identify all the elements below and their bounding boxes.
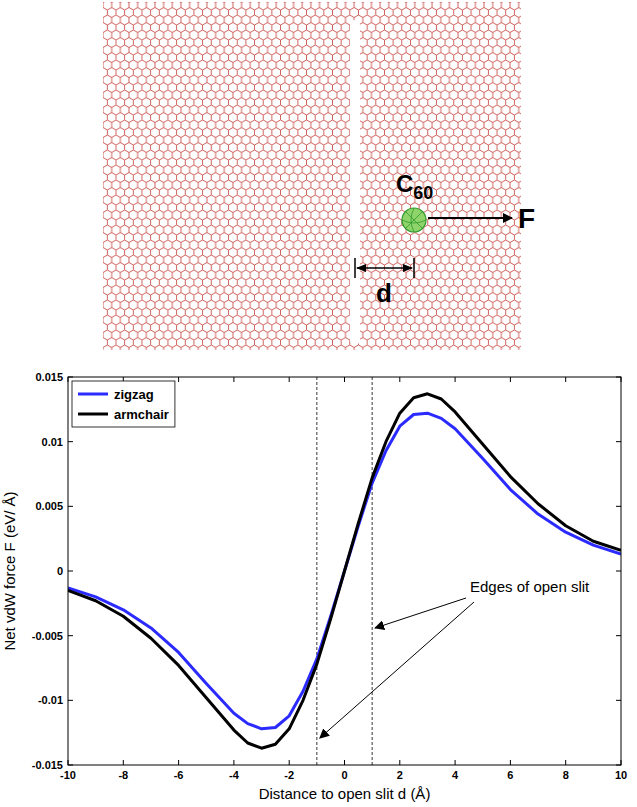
x-tick — [565, 760, 566, 765]
x-tick — [510, 377, 511, 382]
slit-edge-line — [372, 377, 373, 765]
x-tick-label: 8 — [563, 769, 569, 781]
x-tick — [399, 377, 400, 382]
y-tick-label: -0.015 — [32, 759, 63, 771]
distance-label: d — [376, 278, 392, 308]
y-tick — [68, 571, 73, 572]
legend: zigzag armchair — [72, 381, 175, 427]
y-tick-label: -0.005 — [32, 630, 63, 642]
annotation: Edges of open slit — [470, 578, 590, 595]
molecule-label: C60 — [396, 170, 433, 203]
chart: -10-8-6-4-20246810-0.015-0.01-0.00500.00… — [1, 371, 627, 802]
x-tick — [178, 377, 179, 382]
graphene-sheet — [103, 2, 521, 350]
x-tick-label: 10 — [615, 769, 627, 781]
y-tick — [68, 700, 73, 701]
x-tick — [455, 377, 456, 382]
x-tick-label: 4 — [452, 769, 459, 781]
plot-frame — [68, 377, 621, 765]
plot-area — [68, 377, 621, 765]
x-tick — [510, 760, 511, 765]
slit-edge-line — [316, 377, 317, 765]
y-tick — [68, 506, 73, 507]
y-tick-label: 0.015 — [35, 371, 63, 383]
x-axis-title: Distance to open slit d (Å) — [259, 785, 431, 802]
molecule-subscript: 60 — [413, 183, 433, 203]
series-line — [68, 394, 621, 748]
y-axis-title: Net vdW force F (eV/ Å) — [1, 491, 18, 650]
c60-molecule — [402, 208, 426, 232]
y-tick — [616, 635, 621, 636]
x-tick — [455, 760, 456, 765]
x-tick — [399, 760, 400, 765]
x-tick — [289, 760, 290, 765]
y-tick — [68, 441, 73, 442]
x-tick-label: -4 — [229, 769, 240, 781]
force-arrow — [428, 217, 512, 219]
y-tick — [616, 441, 621, 442]
x-tick-label: -2 — [284, 769, 294, 781]
distance-bar — [413, 258, 415, 278]
y-tick-label: -0.01 — [38, 694, 63, 706]
x-tick-label: 0 — [341, 769, 347, 781]
x-tick-label: -6 — [174, 769, 184, 781]
x-tick-label: 2 — [397, 769, 403, 781]
y-tick — [616, 700, 621, 701]
y-tick-label: 0.005 — [35, 500, 63, 512]
annotation-arrow — [320, 602, 474, 738]
x-tick-label: 6 — [507, 769, 513, 781]
x-tick — [233, 377, 234, 382]
x-tick — [344, 377, 345, 382]
x-tick-label: -8 — [118, 769, 128, 781]
x-tick — [123, 760, 124, 765]
legend-swatch — [78, 413, 108, 416]
c60-bonds — [402, 208, 426, 232]
legend-box — [72, 381, 175, 427]
legend-swatch — [78, 393, 108, 396]
y-tick-label: 0.01 — [42, 436, 63, 448]
distance-arrow — [357, 267, 412, 269]
annotation-arrow — [375, 598, 466, 628]
x-tick — [344, 760, 345, 765]
x-tick — [178, 760, 179, 765]
legend-label: zigzag — [114, 387, 154, 402]
x-tick — [289, 377, 290, 382]
figure: C60Fd-10-8-6-4-20246810-0.015-0.01-0.005… — [0, 0, 637, 807]
x-tick — [233, 760, 234, 765]
distance-bar — [354, 258, 356, 278]
slit — [350, 20, 360, 345]
y-tick — [68, 635, 73, 636]
x-tick — [565, 377, 566, 382]
y-tick — [616, 506, 621, 507]
force-label: F — [518, 203, 535, 234]
series-group — [68, 394, 621, 748]
legend-label: armchair — [114, 407, 169, 422]
diagram: C60 Fd — [103, 2, 535, 350]
y-tick — [616, 571, 621, 572]
y-tick-label: 0 — [57, 565, 63, 577]
